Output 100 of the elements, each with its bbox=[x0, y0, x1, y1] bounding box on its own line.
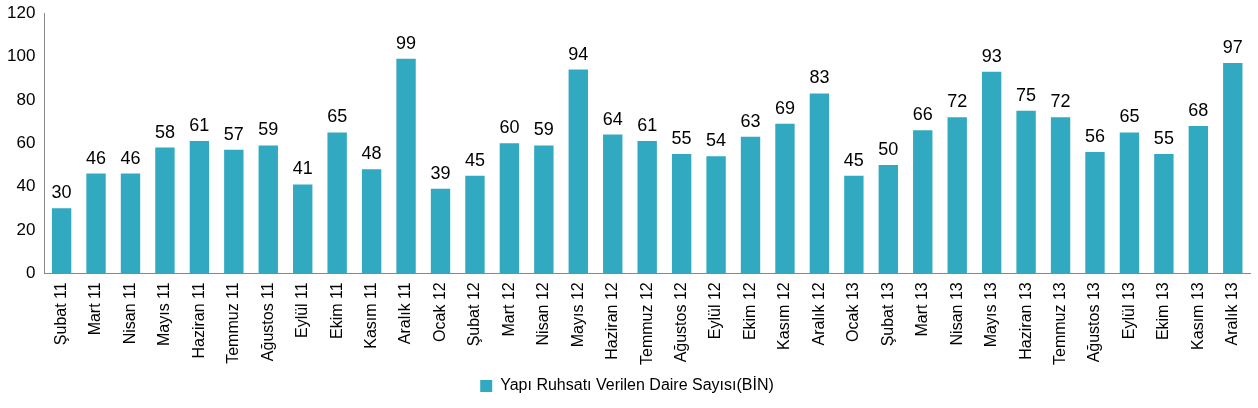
data-label: 58 bbox=[154, 121, 175, 142]
y-tick-label: 60 bbox=[16, 132, 36, 152]
x-tick-label: Mart 12 bbox=[499, 282, 517, 337]
data-label: 45 bbox=[464, 149, 485, 170]
bar bbox=[809, 93, 830, 274]
x-tick-label: Aralık 11 bbox=[396, 282, 414, 345]
legend-label: Yapı Ruhsatı Verilen Daire Sayısı(BİN) bbox=[500, 375, 774, 394]
data-label: 46 bbox=[120, 147, 141, 168]
x-tick-label: Nisan 13 bbox=[947, 282, 965, 346]
data-label: 94 bbox=[568, 43, 589, 64]
data-label: 72 bbox=[947, 91, 968, 112]
data-label: 54 bbox=[706, 130, 727, 151]
bar bbox=[499, 143, 520, 274]
bar bbox=[1154, 154, 1174, 274]
x-tick-label: Eylül 13 bbox=[1119, 282, 1137, 340]
bar bbox=[258, 145, 278, 274]
bar bbox=[86, 173, 106, 274]
bar bbox=[913, 130, 933, 274]
data-label: 61 bbox=[637, 115, 658, 136]
x-tick-label: Ağustos 13 bbox=[1085, 282, 1103, 363]
data-label: 39 bbox=[430, 162, 451, 183]
x-tick-label: Aralık 12 bbox=[809, 282, 827, 346]
data-label: 65 bbox=[327, 106, 348, 127]
data-label: 99 bbox=[396, 32, 417, 53]
x-tick-label: Nisan 11 bbox=[120, 282, 138, 345]
data-label: 55 bbox=[1153, 128, 1174, 149]
bar bbox=[1188, 125, 1209, 274]
x-tick-label: Şubat 12 bbox=[465, 282, 483, 347]
x-tick-label: Eylül 12 bbox=[706, 282, 724, 340]
bar bbox=[224, 149, 244, 274]
x-tick-label: Haziran 13 bbox=[1016, 282, 1034, 360]
data-label: 59 bbox=[533, 119, 554, 140]
y-tick-label: 120 bbox=[6, 2, 36, 22]
bar bbox=[878, 164, 898, 274]
bar bbox=[775, 123, 795, 274]
x-tick-label: Mayıs 13 bbox=[982, 282, 1000, 348]
bar bbox=[844, 175, 864, 274]
x-tick-label: Ocak 12 bbox=[430, 282, 448, 342]
data-label: 57 bbox=[223, 123, 244, 144]
bar bbox=[189, 141, 210, 274]
bar bbox=[465, 175, 485, 274]
data-label: 64 bbox=[602, 108, 623, 129]
bar bbox=[603, 134, 623, 274]
data-label: 41 bbox=[292, 158, 313, 179]
bar bbox=[740, 136, 761, 274]
data-label: 48 bbox=[361, 143, 382, 164]
data-label: 63 bbox=[740, 110, 761, 131]
x-tick-label: Mart 11 bbox=[86, 282, 104, 336]
data-label: 50 bbox=[878, 138, 899, 159]
data-label: 93 bbox=[981, 45, 1002, 66]
x-tick-label: Ağustos 11 bbox=[258, 282, 276, 362]
x-tick-label: Ekim 13 bbox=[1154, 282, 1172, 341]
data-label: 75 bbox=[1016, 84, 1037, 105]
data-label: 72 bbox=[1050, 91, 1071, 112]
data-label: 83 bbox=[809, 67, 830, 88]
x-tick-label: Temmuz 12 bbox=[637, 282, 655, 366]
bar bbox=[430, 188, 451, 274]
x-tick-label: Şubat 11 bbox=[51, 282, 69, 346]
y-tick-label: 100 bbox=[6, 46, 36, 66]
bar bbox=[706, 156, 726, 274]
data-label: 68 bbox=[1188, 99, 1209, 120]
bar bbox=[637, 141, 657, 274]
y-tick-label: 80 bbox=[16, 89, 36, 109]
bar bbox=[155, 147, 175, 274]
data-label: 46 bbox=[86, 147, 107, 168]
x-tick-label: Haziran 12 bbox=[603, 282, 621, 360]
data-label: 45 bbox=[843, 149, 864, 170]
bar bbox=[51, 208, 72, 274]
bar bbox=[947, 117, 967, 274]
data-label: 30 bbox=[51, 182, 72, 203]
bar bbox=[1050, 117, 1071, 274]
x-tick-label: Ağustos 12 bbox=[672, 282, 690, 363]
bar bbox=[671, 154, 692, 274]
bar bbox=[1085, 151, 1105, 274]
x-tick-label: Ocak 13 bbox=[844, 282, 862, 342]
x-tick-label: Ekim 11 bbox=[327, 282, 345, 339]
x-tick-label: Kasım 13 bbox=[1188, 282, 1206, 350]
data-label: 60 bbox=[499, 117, 520, 138]
x-tick-label: Temmuz 13 bbox=[1050, 282, 1068, 366]
bar bbox=[534, 145, 554, 274]
data-label: 59 bbox=[258, 119, 279, 140]
x-tick-label: Şubat 13 bbox=[878, 282, 896, 347]
x-tick-label: Haziran 11 bbox=[189, 282, 207, 359]
bar bbox=[120, 173, 141, 274]
x-tick-label: Kasım 11 bbox=[362, 282, 380, 349]
data-label: 61 bbox=[189, 115, 210, 136]
data-label: 65 bbox=[1119, 106, 1140, 127]
x-tick-label: Mart 13 bbox=[913, 282, 931, 337]
y-tick-label: 40 bbox=[16, 176, 36, 196]
bar bbox=[396, 58, 416, 274]
bar bbox=[1119, 132, 1140, 274]
x-tick-label: Temmuz 11 bbox=[224, 282, 242, 364]
data-label: 66 bbox=[912, 104, 933, 125]
bar bbox=[1016, 110, 1036, 274]
data-label: 55 bbox=[671, 128, 692, 149]
data-label: 56 bbox=[1084, 125, 1106, 146]
bar bbox=[327, 132, 347, 274]
x-tick-label: Ekim 12 bbox=[740, 282, 758, 341]
bar bbox=[361, 169, 382, 274]
x-tick-label: Eylül 11 bbox=[293, 282, 311, 339]
